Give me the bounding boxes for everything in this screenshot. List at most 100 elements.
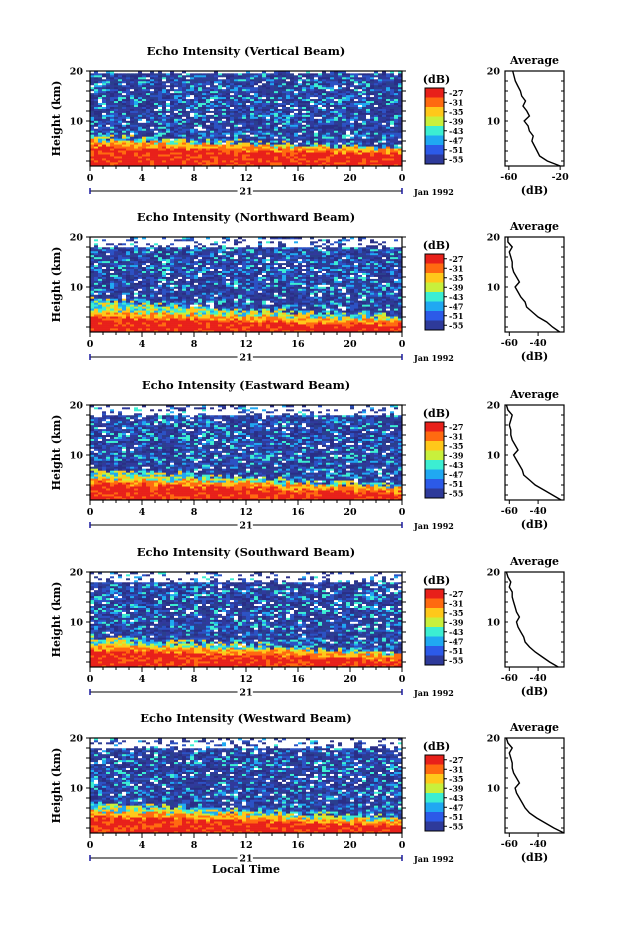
avg-y-tick-label: 20 — [487, 568, 501, 579]
x-tick-label: 16 — [291, 173, 305, 184]
colorbar-swatch — [425, 755, 444, 765]
average-profile: Average 20 10 -60 -20 (dB) — [487, 54, 569, 197]
colorbar-swatch — [425, 802, 444, 813]
colorbar-swatch — [425, 598, 444, 609]
average-title: Average — [509, 220, 559, 233]
y-tick-label: 10 — [70, 117, 84, 128]
colorbar-swatch — [425, 469, 444, 480]
avg-profile-line — [505, 737, 565, 834]
date-day: 21 — [239, 353, 252, 364]
colorbar-unit: (dB) — [423, 73, 450, 86]
date-label: Jan 1992 — [413, 521, 454, 531]
x-tick-label: 0 — [399, 339, 406, 350]
colorbar-swatch — [425, 273, 444, 283]
colorbar-frame — [424, 754, 445, 832]
colorbar-swatch — [425, 97, 444, 108]
colorbar-swatch — [425, 441, 444, 451]
y-tick-label: 10 — [70, 618, 84, 629]
colorbar-swatch — [425, 608, 444, 618]
x-tick-label: 20 — [343, 840, 357, 851]
x-tick-label: 20 — [343, 339, 357, 350]
colorbar-swatch — [425, 422, 444, 432]
colorbar-label: -43 — [449, 627, 464, 637]
x-tick-label: 0 — [87, 674, 94, 685]
beam-panel-2: Echo Intensity (Eastward Beam) 20 10 Height… — [50, 378, 565, 534]
colorbar-label: -31 — [449, 97, 463, 107]
avg-x-label: (dB) — [521, 184, 548, 197]
colorbar-label: -39 — [449, 282, 464, 292]
avg-y-tick-label: 20 — [487, 67, 501, 78]
colorbar-swatch — [425, 774, 444, 784]
colorbar-frame — [424, 253, 445, 331]
colorbar-swatch — [425, 320, 444, 331]
avg-profile-line — [507, 237, 561, 333]
avg-x-label: (dB) — [521, 685, 548, 698]
colorbar-swatch — [425, 479, 444, 489]
y-tick-label: 20 — [70, 734, 84, 745]
colorbar-label: -31 — [449, 263, 463, 273]
colorbar-label: -43 — [449, 126, 464, 136]
x-tick-label: 0 — [399, 674, 406, 685]
colorbar-label: -47 — [449, 636, 463, 646]
colorbar-label: -47 — [449, 802, 463, 812]
x-tick-label: 8 — [191, 507, 198, 518]
y-tick-label: 20 — [70, 568, 84, 579]
x-tick-label: 0 — [87, 173, 94, 184]
date-day: 21 — [239, 688, 252, 699]
x-tick-label: 4 — [139, 339, 146, 350]
beam-panel-1: Echo Intensity (Northward Beam) 20 10 Heigh… — [50, 210, 565, 366]
x-tick-label: 4 — [139, 840, 146, 851]
average-frame — [504, 571, 565, 668]
x-tick-label: 4 — [139, 674, 146, 685]
colorbar-label: -55 — [449, 655, 463, 665]
colorbar-label: -51 — [449, 479, 463, 489]
avg-x-tick-label: -60 — [501, 506, 519, 517]
y-axis-label: Height (km) — [50, 582, 63, 658]
colorbar-swatch — [425, 311, 444, 321]
colorbar-label: -47 — [449, 135, 463, 145]
x-tick-label: 16 — [291, 339, 305, 350]
x-tick-label: 20 — [343, 674, 357, 685]
colorbar-label: -27 — [449, 422, 463, 432]
average-profile: Average 20 10 -60 -40(dB) — [487, 220, 565, 363]
average-frame — [504, 737, 565, 834]
date-label: Jan 1992 — [413, 854, 454, 864]
colorbar-label: -35 — [449, 441, 463, 451]
y-axis-label: Height (km) — [50, 247, 63, 323]
colorbar-label: -51 — [449, 311, 463, 321]
avg-y-tick-label: 20 — [487, 401, 501, 412]
colorbar-swatch — [425, 783, 444, 794]
colorbar-swatch — [425, 263, 444, 274]
x-tick-label: 0 — [399, 840, 406, 851]
avg-y-tick-label: 10 — [487, 618, 501, 629]
average-title: Average — [509, 388, 559, 401]
panel-title: Echo Intensity (Westward Beam) — [140, 711, 351, 725]
colorbar-swatch — [425, 821, 444, 832]
colorbar-swatch — [425, 646, 444, 656]
x-tick-label: 20 — [343, 173, 357, 184]
avg-y-tick-label: 10 — [487, 451, 501, 462]
y-axis-label: Height (km) — [50, 81, 63, 157]
colorbar-swatch — [425, 107, 444, 117]
avg-profile-line — [505, 404, 562, 501]
y-tick-label: 20 — [70, 67, 84, 78]
x-tick-label: 12 — [239, 507, 252, 518]
colorbar-label: -35 — [449, 273, 463, 283]
colorbar-unit: (dB) — [423, 239, 450, 252]
colorbar-swatch — [425, 488, 444, 499]
date-day: 21 — [239, 521, 252, 532]
x-tick-label: 0 — [87, 507, 94, 518]
colorbar-frame — [424, 588, 445, 666]
colorbar-label: -27 — [449, 88, 463, 98]
colorbar-swatch — [425, 116, 444, 127]
average-frame — [504, 70, 565, 167]
colorbar-swatch — [425, 764, 444, 775]
colorbar-label: -51 — [449, 145, 463, 155]
colorbar-swatch — [425, 812, 444, 822]
avg-x-tick-label: -40 — [530, 506, 548, 517]
colorbar-label: -47 — [449, 301, 463, 311]
x-tick-label: 12 — [239, 840, 252, 851]
x-tick-label: 12 — [239, 339, 252, 350]
beam-panel-0: Echo Intensity (Vertical Beam) 20 10 Height… — [50, 44, 569, 200]
avg-x-tick-label: -20 — [552, 172, 570, 183]
